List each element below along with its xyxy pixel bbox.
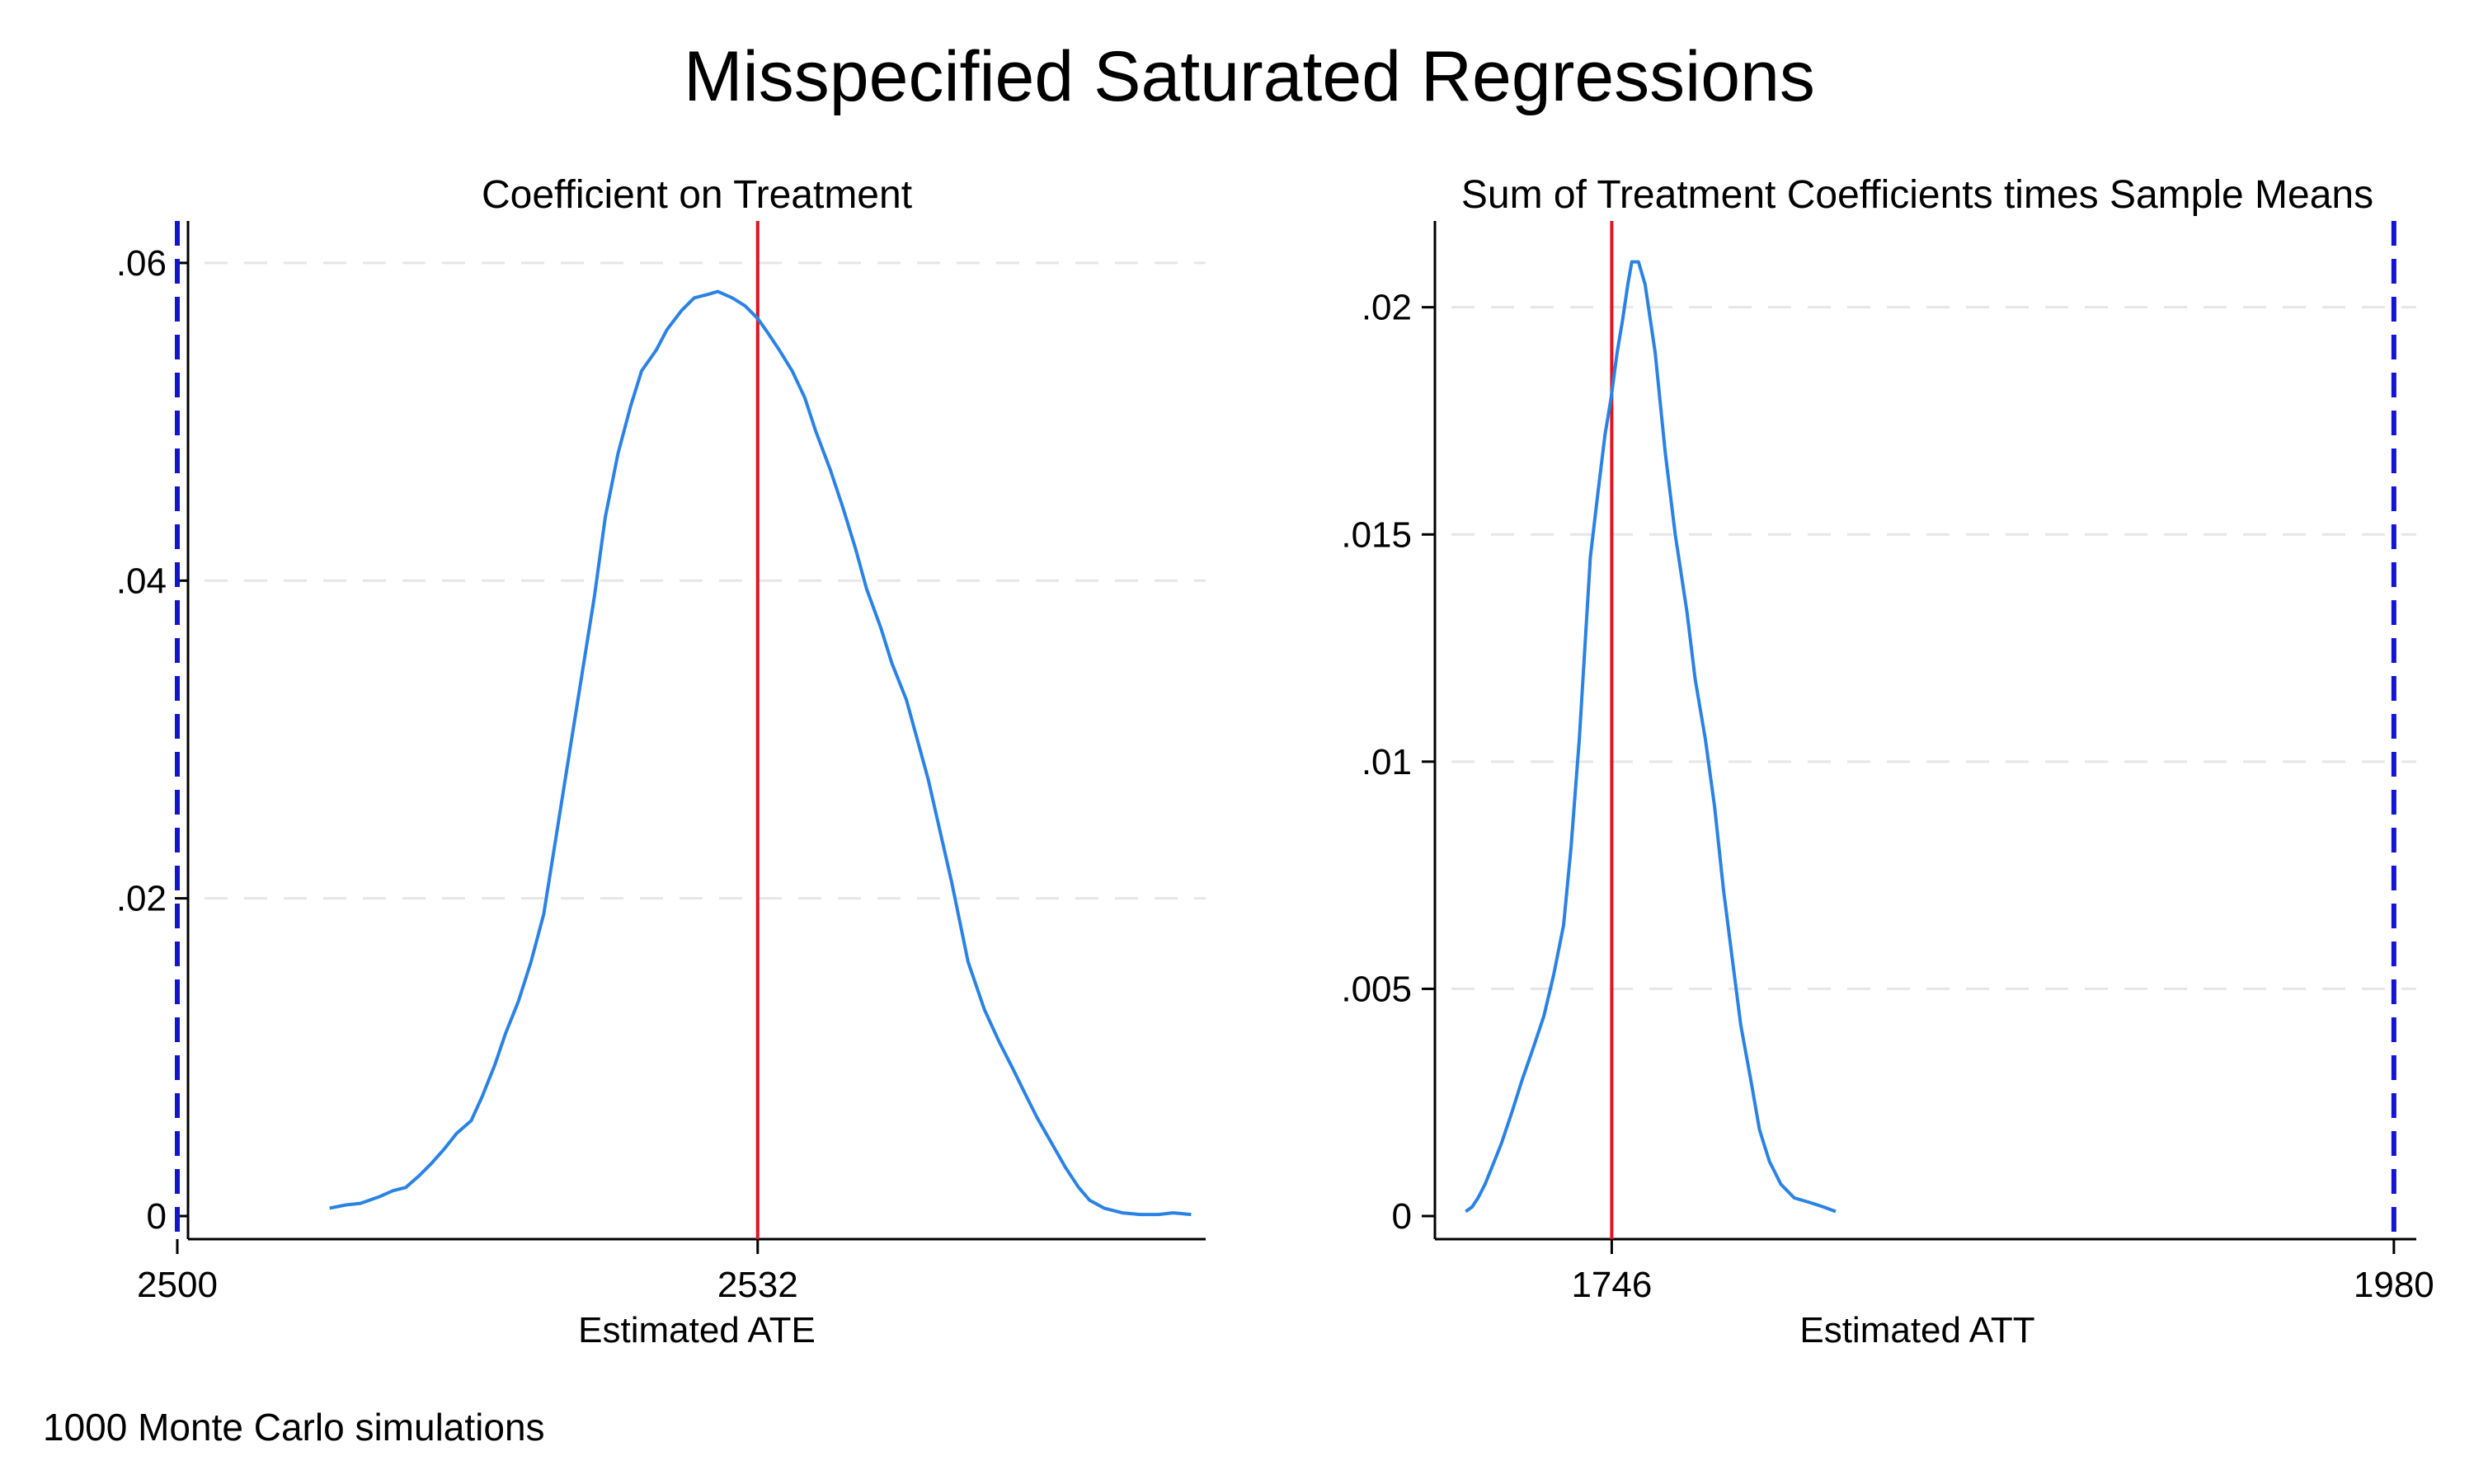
right-x-tick-label: 1980 [2354, 1265, 2434, 1305]
left-panel: Coefficient on Treatment 0 .02 .04 .06 2500 2… [116, 173, 1206, 1350]
right-plot: 0 .005 .01 .015 .02 1746 1980 [1341, 221, 2434, 1305]
left-y-tick-label: .04 [116, 561, 167, 601]
footnote: 1000 Monte Carlo simulations [43, 1406, 545, 1449]
left-density-curve [329, 289, 1192, 1217]
right-y-tick-label: .02 [1362, 288, 1412, 328]
right-x-tick-label: 1746 [1571, 1265, 1652, 1305]
right-panel-title: Sum of Treatment Coefficients times Samp… [1461, 173, 2373, 217]
left-plot: 0 .02 .04 .06 2500 2532 [116, 221, 1206, 1305]
left-panel-title: Coefficient on Treatment [482, 173, 912, 217]
right-y-tick-label: 0 [1392, 1196, 1412, 1237]
main-title: Misspecified Saturated Regressions [684, 37, 1815, 116]
right-density-curve [1465, 260, 1837, 1214]
right-y-tick-label: .005 [1341, 969, 1412, 1009]
left-y-tick-label: .02 [116, 879, 167, 919]
right-panel: Sum of Treatment Coefficients times Samp… [1341, 173, 2434, 1350]
left-x-tick-label: 2500 [137, 1265, 218, 1305]
right-y-tick-label: .015 [1341, 514, 1412, 555]
right-y-tick-label: .01 [1362, 742, 1412, 782]
left-y-tick-label: 0 [147, 1196, 167, 1237]
left-y-tick-label: .06 [116, 243, 167, 284]
left-x-axis-label: Estimated ATE [578, 1310, 816, 1350]
right-x-axis-label: Estimated ATT [1799, 1310, 2034, 1350]
left-x-tick-label: 2532 [717, 1265, 798, 1305]
